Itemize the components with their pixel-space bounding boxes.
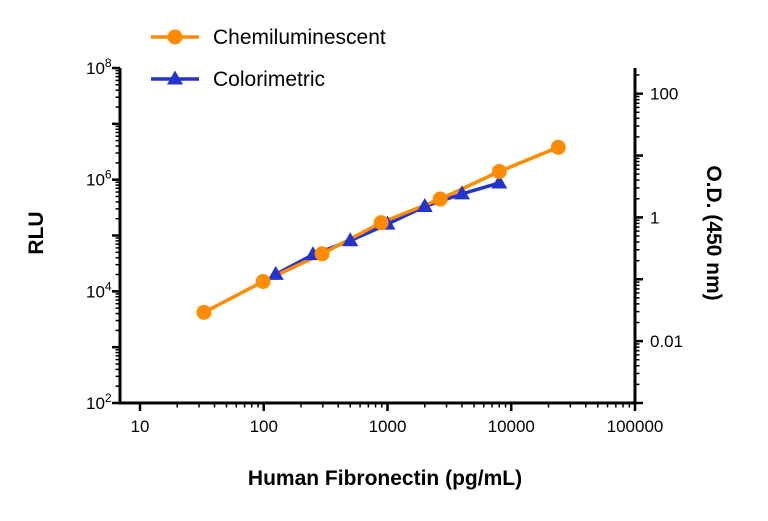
svg-text:1: 1 xyxy=(650,208,659,227)
triangle-marker-icon xyxy=(167,70,183,85)
circle-marker-icon xyxy=(167,29,183,45)
x-axis-title: Human Fibronectin (pg/mL) xyxy=(247,467,523,490)
svg-text:108: 108 xyxy=(86,56,112,78)
chart-legend: Chemiluminescent Colorimetric xyxy=(148,22,386,94)
svg-text:100: 100 xyxy=(650,85,678,104)
legend-item-colorimetric: Colorimetric xyxy=(148,64,386,94)
legend-item-chemiluminescent: Chemiluminescent xyxy=(148,22,386,52)
svg-text:104: 104 xyxy=(86,279,112,301)
svg-text:102: 102 xyxy=(86,391,112,413)
chemiluminescent-marker-icon xyxy=(151,29,199,45)
svg-text:100: 100 xyxy=(250,417,278,436)
svg-text:106: 106 xyxy=(86,168,112,190)
svg-text:0.01: 0.01 xyxy=(650,332,683,351)
axis-ticks xyxy=(112,66,643,411)
svg-text:10: 10 xyxy=(131,417,150,436)
right-axis-title: O.D. (450 nm) xyxy=(702,165,725,301)
axis-spines xyxy=(118,68,637,405)
legend-label-chemiluminescent: Chemiluminescent xyxy=(213,25,386,49)
colorimetric-marker-icon xyxy=(151,70,199,85)
svg-text:10000: 10000 xyxy=(488,417,535,436)
tick-labels: 10 100 1000 10000 100000 102 104 106 108 100 1 0.01 xyxy=(86,56,683,436)
legend-label-colorimetric: Colorimetric xyxy=(213,67,326,91)
svg-text:100000: 100000 xyxy=(607,417,664,436)
series-markers-chemiluminescent xyxy=(196,139,566,320)
svg-text:1000: 1000 xyxy=(369,417,407,436)
left-axis-title: RLU xyxy=(25,211,48,255)
